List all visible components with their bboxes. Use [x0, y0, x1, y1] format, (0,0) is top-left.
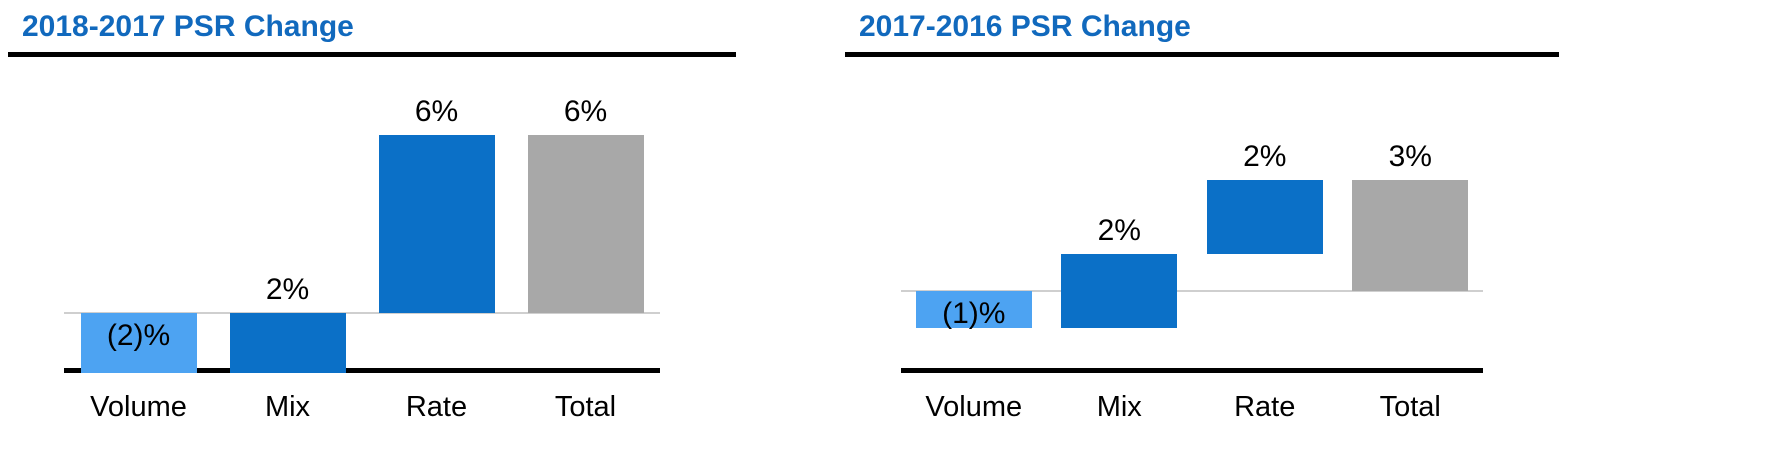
chart-title: 2017-2016 PSR Change — [845, 8, 1559, 57]
plot: (2)% 2% 6% 6% — [64, 57, 660, 373]
x-tick-label-mix: Mix — [264, 391, 311, 423]
x-tick-label-total: Total — [554, 391, 617, 423]
bar-value-label-mix: 2% — [265, 273, 310, 307]
x-tick-label-mix: Mix — [1096, 391, 1142, 423]
bar-value-label-volume: (1)% — [942, 297, 1006, 331]
bar-total — [1352, 179, 1469, 292]
x-tick-label-volume: Volume — [925, 391, 1023, 423]
x-tick-label-volume: Volume — [90, 391, 187, 423]
bar-value-label-total: 3% — [1388, 139, 1432, 173]
bar-rate — [378, 134, 495, 314]
x-axis-labels: Volume Mix Rate Total — [901, 391, 1483, 423]
chart-title: 2018-2017 PSR Change — [8, 8, 736, 57]
bar-value-label-mix: 2% — [1097, 214, 1141, 248]
bar-value-label-total: 6% — [563, 94, 608, 128]
zero-baseline — [901, 290, 1483, 293]
x-axis-line — [64, 368, 660, 373]
bar-rate — [1206, 179, 1323, 255]
bar-mix — [1061, 254, 1178, 329]
x-axis-line — [901, 368, 1483, 373]
plot-area: (1)% 2% 2% 3% Volume Mix Rate Total — [845, 57, 1559, 423]
plot-area: (2)% 2% 6% 6% Volume Mix Rate Total — [8, 57, 736, 423]
zero-baseline — [64, 312, 660, 315]
bar-total — [527, 134, 644, 314]
bar-mix — [229, 313, 346, 373]
x-tick-label-total: Total — [1379, 391, 1441, 423]
chart-2017-2016-psr-change: 2017-2016 PSR Change (1)% 2% 2% 3% Volume Mi… — [845, 8, 1559, 423]
bar-value-label-volume: (2)% — [106, 319, 171, 353]
x-tick-label-rate: Rate — [405, 391, 468, 423]
bar-volume — [915, 291, 1032, 329]
bar-value-label-rate: 6% — [414, 94, 459, 128]
bar-value-label-rate: 2% — [1243, 139, 1287, 173]
bar-volume — [80, 313, 197, 373]
x-axis-labels: Volume Mix Rate Total — [64, 391, 660, 423]
chart-2018-2017-psr-change: 2018-2017 PSR Change (2)% 2% 6% 6% Volume Mi… — [8, 8, 736, 423]
x-tick-label-rate: Rate — [1234, 391, 1296, 423]
plot: (1)% 2% 2% 3% — [901, 57, 1483, 373]
